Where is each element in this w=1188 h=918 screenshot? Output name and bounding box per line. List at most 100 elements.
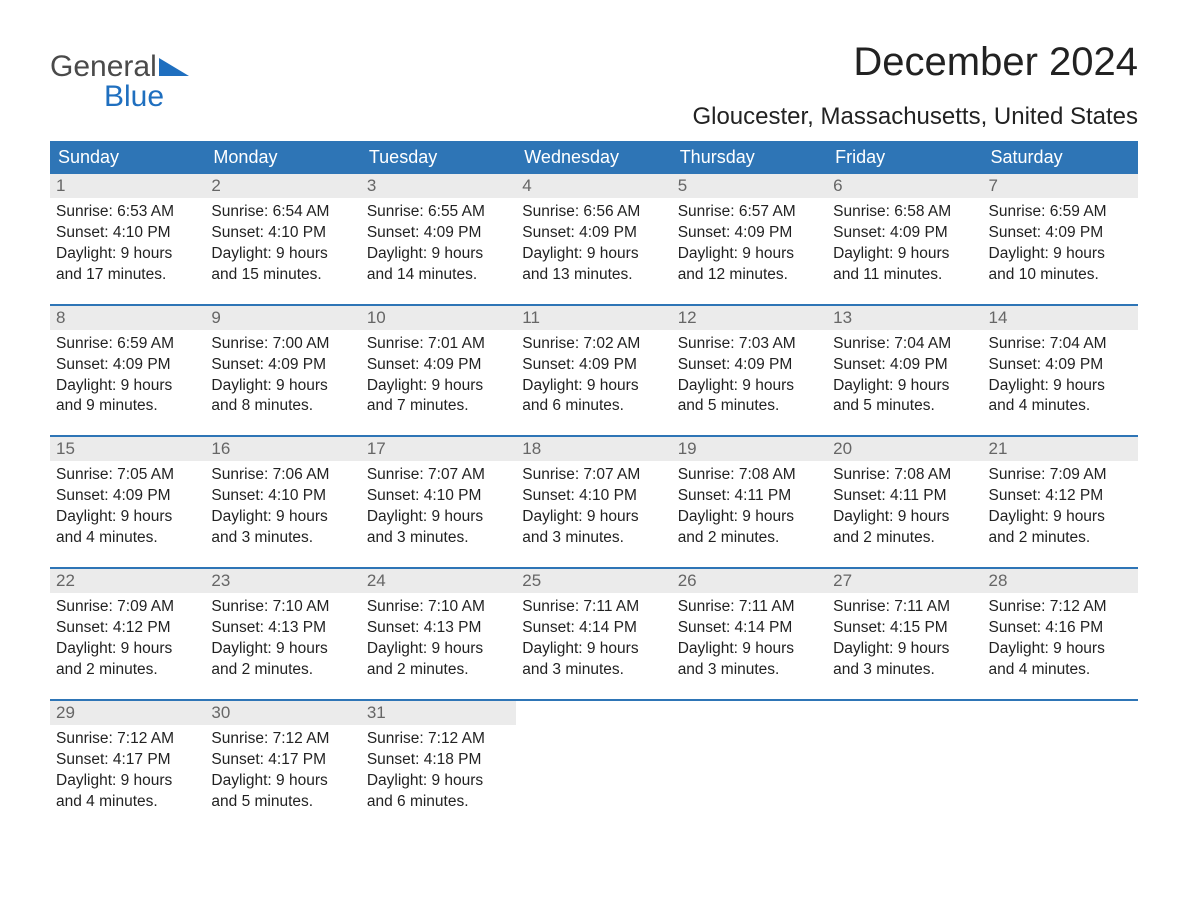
daylight-line: Daylight: 9 hours and 7 minutes.: [367, 376, 510, 418]
daylight-line: Daylight: 9 hours and 5 minutes.: [211, 771, 354, 813]
day-number: 14: [983, 306, 1138, 330]
sunset-line: Sunset: 4:09 PM: [989, 223, 1132, 244]
calendar-day-cell: 31Sunrise: 7:12 AMSunset: 4:18 PMDayligh…: [361, 701, 516, 813]
calendar-day-cell: 11Sunrise: 7:02 AMSunset: 4:09 PMDayligh…: [516, 306, 671, 418]
sunrise-line: Sunrise: 7:11 AM: [833, 597, 976, 618]
sunrise-line: Sunrise: 7:09 AM: [989, 465, 1132, 486]
page-header: General Blue December 2024 Gloucester, M…: [50, 40, 1138, 131]
day-details: Sunrise: 7:09 AMSunset: 4:12 PMDaylight:…: [983, 461, 1138, 549]
day-number: [516, 701, 671, 725]
day-number: 25: [516, 569, 671, 593]
calendar-day-cell: 17Sunrise: 7:07 AMSunset: 4:10 PMDayligh…: [361, 437, 516, 549]
sunset-line: Sunset: 4:09 PM: [678, 223, 821, 244]
day-number: 9: [205, 306, 360, 330]
calendar-day-cell: 29Sunrise: 7:12 AMSunset: 4:17 PMDayligh…: [50, 701, 205, 813]
day-details: Sunrise: 7:10 AMSunset: 4:13 PMDaylight:…: [361, 593, 516, 681]
sunrise-line: Sunrise: 6:53 AM: [56, 202, 199, 223]
sunset-line: Sunset: 4:09 PM: [367, 223, 510, 244]
sunrise-line: Sunrise: 7:03 AM: [678, 334, 821, 355]
daylight-line: Daylight: 9 hours and 12 minutes.: [678, 244, 821, 286]
calendar-day-cell: 3 Sunrise: 6:55 AMSunset: 4:09 PMDaylight…: [361, 174, 516, 286]
calendar-day-cell: 19Sunrise: 7:08 AMSunset: 4:11 PMDayligh…: [672, 437, 827, 549]
logo-text-general: General: [50, 52, 157, 82]
sunset-line: Sunset: 4:17 PM: [211, 750, 354, 771]
sunrise-line: Sunrise: 7:02 AM: [522, 334, 665, 355]
sunrise-line: Sunrise: 7:08 AM: [833, 465, 976, 486]
calendar-day-cell: 20Sunrise: 7:08 AMSunset: 4:11 PMDayligh…: [827, 437, 982, 549]
daylight-line: Daylight: 9 hours and 11 minutes.: [833, 244, 976, 286]
day-number: 31: [361, 701, 516, 725]
calendar-day-cell: 18Sunrise: 7:07 AMSunset: 4:10 PMDayligh…: [516, 437, 671, 549]
day-number: 23: [205, 569, 360, 593]
sunrise-line: Sunrise: 7:10 AM: [211, 597, 354, 618]
sunrise-line: Sunrise: 7:07 AM: [522, 465, 665, 486]
daylight-line: Daylight: 9 hours and 3 minutes.: [211, 507, 354, 549]
day-details: Sunrise: 7:12 AMSunset: 4:18 PMDaylight:…: [361, 725, 516, 813]
sunset-line: Sunset: 4:13 PM: [211, 618, 354, 639]
day-details: Sunrise: 7:11 AMSunset: 4:14 PMDaylight:…: [516, 593, 671, 681]
daylight-line: Daylight: 9 hours and 3 minutes.: [678, 639, 821, 681]
sunrise-line: Sunrise: 7:07 AM: [367, 465, 510, 486]
logo-line-1: General: [50, 52, 189, 82]
sunset-line: Sunset: 4:17 PM: [56, 750, 199, 771]
sunrise-line: Sunrise: 6:58 AM: [833, 202, 976, 223]
sunset-line: Sunset: 4:09 PM: [211, 355, 354, 376]
day-number: 12: [672, 306, 827, 330]
day-number: 3: [361, 174, 516, 198]
calendar-header-cell: Friday: [827, 141, 982, 174]
calendar-day-cell: 30Sunrise: 7:12 AMSunset: 4:17 PMDayligh…: [205, 701, 360, 813]
calendar-day-cell: 5Sunrise: 6:57 AMSunset: 4:09 PMDaylight…: [672, 174, 827, 286]
day-details: Sunrise: 7:07 AMSunset: 4:10 PMDaylight:…: [361, 461, 516, 549]
day-number: [827, 701, 982, 725]
sunset-line: Sunset: 4:12 PM: [989, 486, 1132, 507]
day-number: 13: [827, 306, 982, 330]
day-details: Sunrise: 7:08 AMSunset: 4:11 PMDaylight:…: [827, 461, 982, 549]
daylight-line: Daylight: 9 hours and 3 minutes.: [833, 639, 976, 681]
day-details: Sunrise: 7:12 AMSunset: 4:17 PMDaylight:…: [50, 725, 205, 813]
sunrise-line: Sunrise: 7:12 AM: [989, 597, 1132, 618]
daylight-line: Daylight: 9 hours and 6 minutes.: [522, 376, 665, 418]
calendar-day-cell: 1Sunrise: 6:53 AMSunset: 4:10 PMDaylight…: [50, 174, 205, 286]
day-details: Sunrise: 7:02 AMSunset: 4:09 PMDaylight:…: [516, 330, 671, 418]
day-number: 5: [672, 174, 827, 198]
daylight-line: Daylight: 9 hours and 2 minutes.: [56, 639, 199, 681]
calendar-day-cell: [983, 701, 1138, 813]
sunrise-line: Sunrise: 7:06 AM: [211, 465, 354, 486]
calendar-day-cell: 4Sunrise: 6:56 AMSunset: 4:09 PMDaylight…: [516, 174, 671, 286]
daylight-line: Daylight: 9 hours and 14 minutes.: [367, 244, 510, 286]
sunrise-line: Sunrise: 6:55 AM: [367, 202, 510, 223]
day-number: 21: [983, 437, 1138, 461]
day-number: 18: [516, 437, 671, 461]
sunrise-line: Sunrise: 6:54 AM: [211, 202, 354, 223]
day-details: Sunrise: 7:07 AMSunset: 4:10 PMDaylight:…: [516, 461, 671, 549]
sunrise-line: Sunrise: 7:12 AM: [367, 729, 510, 750]
day-details: Sunrise: 7:00 AMSunset: 4:09 PMDaylight:…: [205, 330, 360, 418]
sunrise-line: Sunrise: 6:59 AM: [989, 202, 1132, 223]
day-number: 11: [516, 306, 671, 330]
daylight-line: Daylight: 9 hours and 2 minutes.: [211, 639, 354, 681]
daylight-line: Daylight: 9 hours and 8 minutes.: [211, 376, 354, 418]
day-number: 30: [205, 701, 360, 725]
calendar-header-cell: Monday: [205, 141, 360, 174]
day-details: Sunrise: 7:12 AMSunset: 4:17 PMDaylight:…: [205, 725, 360, 813]
day-number: 19: [672, 437, 827, 461]
calendar-day-cell: 26Sunrise: 7:11 AMSunset: 4:14 PMDayligh…: [672, 569, 827, 681]
calendar-header-cell: Thursday: [672, 141, 827, 174]
calendar-day-cell: 12Sunrise: 7:03 AMSunset: 4:09 PMDayligh…: [672, 306, 827, 418]
sunset-line: Sunset: 4:18 PM: [367, 750, 510, 771]
day-number: 22: [50, 569, 205, 593]
daylight-line: Daylight: 9 hours and 3 minutes.: [522, 507, 665, 549]
day-details: Sunrise: 7:03 AMSunset: 4:09 PMDaylight:…: [672, 330, 827, 418]
calendar-day-cell: 6Sunrise: 6:58 AMSunset: 4:09 PMDaylight…: [827, 174, 982, 286]
sunset-line: Sunset: 4:09 PM: [989, 355, 1132, 376]
sunset-line: Sunset: 4:13 PM: [367, 618, 510, 639]
day-details: Sunrise: 7:01 AMSunset: 4:09 PMDaylight:…: [361, 330, 516, 418]
calendar: SundayMondayTuesdayWednesdayThursdayFrid…: [50, 141, 1138, 812]
day-details: Sunrise: 6:54 AMSunset: 4:10 PMDaylight:…: [205, 198, 360, 286]
calendar-header-row: SundayMondayTuesdayWednesdayThursdayFrid…: [50, 141, 1138, 174]
day-details: Sunrise: 6:56 AMSunset: 4:09 PMDaylight:…: [516, 198, 671, 286]
sunset-line: Sunset: 4:14 PM: [678, 618, 821, 639]
calendar-day-cell: 10Sunrise: 7:01 AMSunset: 4:09 PMDayligh…: [361, 306, 516, 418]
sunrise-line: Sunrise: 7:10 AM: [367, 597, 510, 618]
day-number: 15: [50, 437, 205, 461]
